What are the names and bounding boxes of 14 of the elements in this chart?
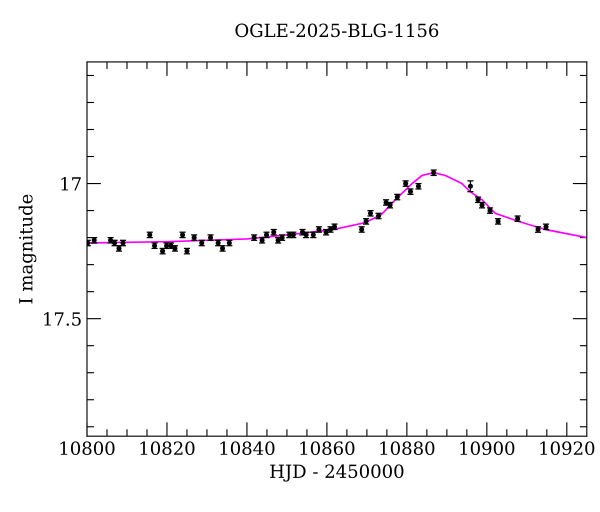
line-series: [87, 172, 587, 244]
x-tick-label: 10840: [220, 441, 274, 456]
y-tick-label: 17: [61, 177, 81, 190]
x-tick-label: 10820: [140, 441, 194, 456]
x-tick-label: 10860: [300, 441, 354, 456]
x-tick-label: 10800: [60, 441, 115, 456]
y-axis-title: I magnitude: [18, 194, 36, 304]
x-tick-label: 10880: [380, 441, 434, 456]
point: [468, 184, 473, 189]
x-axis-title: HJD - 2450000: [270, 464, 404, 482]
x-tick-label: 10900: [460, 441, 514, 456]
y-tick-label: 17.5: [44, 312, 81, 326]
chart-title: OGLE-2025-BLG-1156: [235, 24, 438, 38]
x-tick-label: 10920: [540, 441, 594, 456]
